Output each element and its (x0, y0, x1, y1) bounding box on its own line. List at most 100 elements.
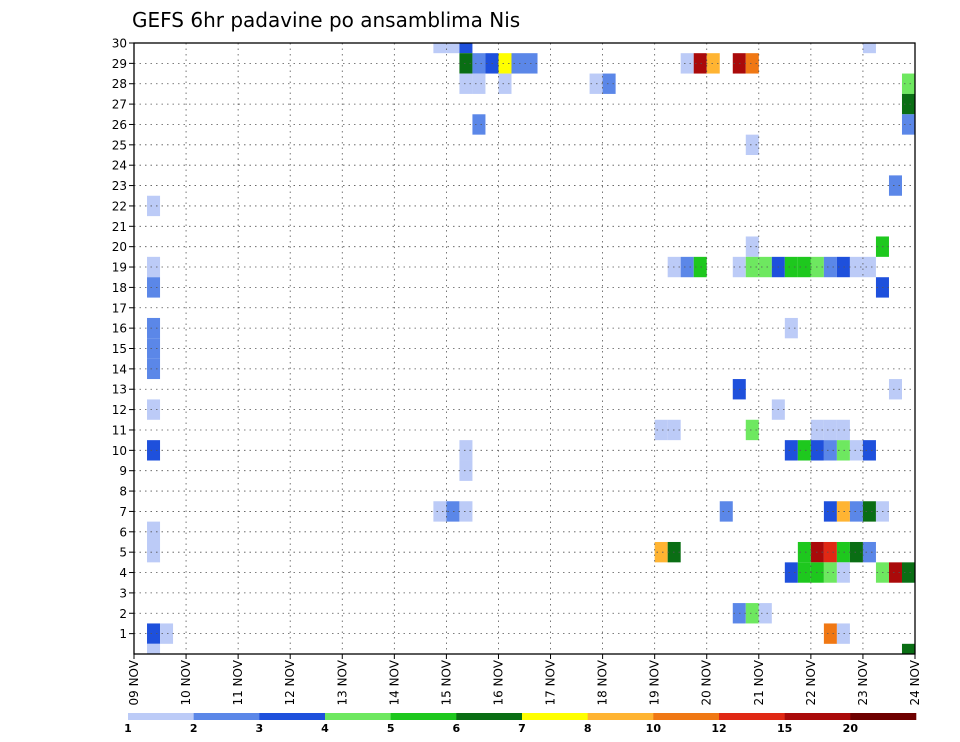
grid-layer (134, 42, 915, 654)
heat-cell (901, 93, 915, 115)
x-tick-label: 09 NOV (127, 659, 141, 705)
colorbar-swatch (522, 713, 588, 720)
y-tick-label: 19 (112, 261, 127, 275)
heat-cell (849, 256, 863, 278)
heat-cell (888, 562, 902, 583)
heat-cell (836, 623, 850, 644)
x-tick-label: 11 NOV (231, 659, 245, 705)
heat-cell (797, 440, 811, 461)
heat-cell (849, 501, 863, 522)
y-tick-label: 28 (112, 77, 127, 91)
x-tick-label: 14 NOV (387, 659, 401, 705)
heat-cell (823, 256, 837, 278)
heat-cell (511, 53, 525, 74)
y-tick-label: 10 (112, 444, 127, 458)
y-tick-label: 23 (112, 179, 127, 193)
y-tick-label: 12 (112, 403, 127, 417)
heat-cell (160, 623, 174, 644)
x-tick-label: 23 NOV (856, 659, 870, 705)
colorbar-swatch (325, 713, 391, 720)
colorbar-swatch (390, 713, 457, 720)
x-tick-label: 21 NOV (752, 659, 766, 705)
heat-cell (862, 501, 876, 522)
colorbar-swatch (719, 713, 785, 720)
y-tick-label: 6 (119, 525, 127, 539)
heat-cell (758, 256, 772, 278)
y-tick-label: 5 (119, 546, 127, 560)
colorbar-swatch (193, 713, 260, 720)
heat-cell (147, 195, 161, 217)
x-tick-label: 13 NOV (335, 659, 349, 705)
heat-cell (459, 460, 473, 481)
heat-cell (745, 236, 759, 257)
heat-cell (823, 440, 837, 461)
y-tick-label: 8 (119, 485, 127, 499)
heat-cell (784, 256, 798, 278)
heat-cell (745, 603, 759, 624)
heat-cell (823, 562, 837, 583)
y-tick-label: 25 (112, 138, 127, 152)
heat-cell (719, 501, 733, 522)
heat-cell (797, 541, 811, 563)
heat-cell (147, 358, 161, 380)
heat-cell (654, 541, 668, 563)
heat-cell (147, 277, 161, 298)
colorbar-label: 7 (518, 722, 526, 735)
heat-cell (836, 501, 850, 522)
x-tick-label: 22 NOV (804, 659, 818, 705)
heat-cell (446, 43, 460, 54)
chart-title: GEFS 6hr padavine po ansamblima Nis (132, 8, 520, 32)
x-axis: 09 NOV 10 NOV 11 NOV 12 NOV 13 NOV 14 NOV 15 N… (127, 654, 922, 706)
heat-cell (862, 256, 876, 278)
heat-cell (706, 53, 720, 74)
heat-cell (147, 338, 161, 359)
heat-cell (459, 43, 473, 54)
y-tick-label: 24 (112, 159, 127, 173)
heat-cell (823, 623, 837, 644)
heat-cell (784, 562, 798, 583)
heat-cell (797, 562, 811, 583)
colorbar-label: 5 (387, 722, 395, 735)
y-tick-label: 20 (112, 240, 127, 254)
heat-cell (758, 603, 772, 624)
y-tick-label: 14 (112, 362, 127, 376)
x-tick-label: 16 NOV (491, 659, 505, 705)
x-tick-label: 24 NOV (908, 659, 922, 705)
colorbar-swatch (850, 713, 917, 720)
heat-cell (823, 501, 837, 522)
heat-cell (888, 379, 902, 400)
x-tick-label: 15 NOV (439, 659, 453, 705)
y-tick-label: 30 (112, 37, 127, 51)
colorbar-label: 4 (321, 722, 329, 735)
y-tick-label: 13 (112, 383, 127, 397)
heat-cell (654, 419, 668, 441)
y-tick-label: 22 (112, 199, 127, 213)
heat-cell (693, 53, 707, 74)
heat-cell (147, 440, 161, 461)
y-tick-label: 11 (112, 423, 127, 437)
heat-cell (147, 623, 161, 644)
colorbar-swatch (128, 713, 194, 720)
heat-cell (446, 501, 460, 522)
heat-cell (498, 73, 512, 94)
heat-cell (901, 643, 915, 654)
x-tick-label: 10 NOV (179, 659, 193, 705)
colorbar-label: 15 (777, 722, 792, 735)
y-tick-label: 1 (119, 627, 127, 641)
heat-cell (147, 256, 161, 278)
heat-cell (147, 643, 161, 654)
heat-cell (693, 256, 707, 278)
heat-cell (784, 317, 798, 339)
heat-cell (836, 256, 850, 278)
x-tick-label: 17 NOV (544, 659, 558, 705)
y-tick-label: 18 (112, 281, 127, 295)
colorbar-swatch (587, 713, 654, 720)
heat-cell (433, 43, 447, 54)
heat-cell (745, 256, 759, 278)
heat-cell (459, 73, 473, 94)
colorbar-swatch (653, 713, 720, 720)
colorbar-label: 6 (453, 722, 461, 735)
y-tick-label: 17 (112, 301, 127, 315)
y-tick-label: 21 (112, 220, 127, 234)
